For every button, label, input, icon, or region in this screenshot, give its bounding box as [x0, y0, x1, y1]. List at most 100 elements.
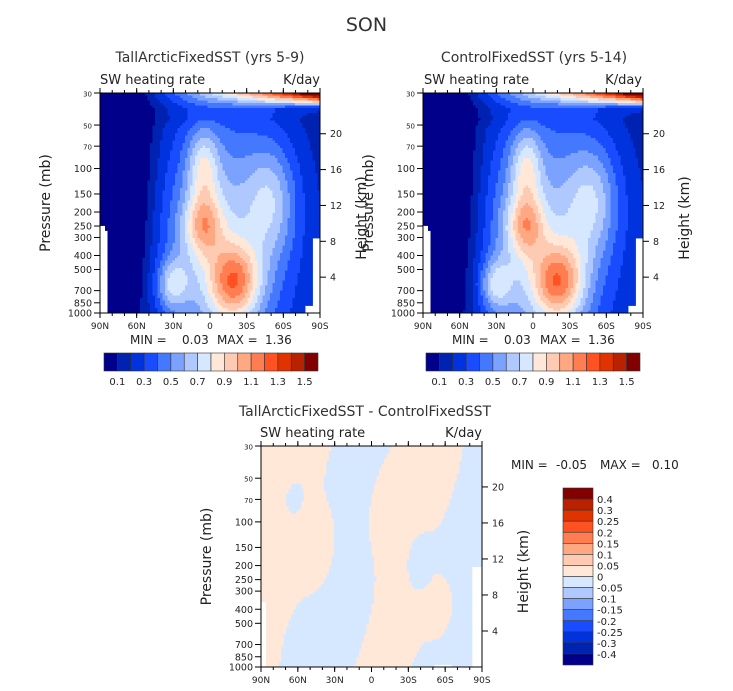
contour-cell	[125, 131, 128, 134]
contour-cell	[123, 133, 126, 136]
contour-cell	[193, 168, 196, 171]
contour-cell	[295, 131, 298, 134]
contour-cell	[268, 223, 271, 226]
contour-cell	[193, 123, 196, 126]
contour-cell	[130, 123, 133, 126]
contour-cell	[173, 188, 176, 191]
contour-cell	[178, 161, 181, 164]
contour-cell	[278, 171, 281, 174]
contour-cell	[125, 128, 128, 131]
contour-cell	[255, 198, 258, 201]
contour-cell	[185, 151, 188, 154]
contour-cell	[210, 163, 213, 166]
contour-cell	[203, 196, 206, 199]
contour-cell	[240, 171, 243, 174]
contour-cell	[265, 208, 268, 211]
contour-cell	[310, 143, 313, 146]
contour-cell	[268, 151, 271, 154]
contour-cell	[308, 108, 311, 111]
contour-cell	[215, 143, 218, 146]
contour-cell	[193, 141, 196, 144]
contour-cell	[140, 116, 143, 119]
contour-cell	[255, 226, 258, 229]
contour-cell	[180, 188, 183, 191]
contour-cell	[213, 136, 216, 139]
contour-cell	[238, 218, 241, 221]
contour-cell	[145, 216, 148, 219]
contour-cell	[265, 193, 268, 196]
contour-cell	[105, 201, 108, 204]
contour-cell	[145, 123, 148, 126]
contour-cell	[205, 126, 208, 129]
contour-cell	[293, 226, 296, 229]
contour-cell	[300, 216, 303, 219]
contour-cell	[273, 196, 276, 199]
contour-cell	[190, 133, 193, 136]
contour-cell	[148, 183, 151, 186]
contour-cell	[255, 231, 258, 234]
contour-cell	[113, 166, 116, 169]
contour-cell	[303, 126, 306, 129]
contour-cell	[135, 148, 138, 151]
contour-cell	[120, 198, 123, 201]
contour-cell	[228, 218, 231, 221]
contour-cell	[103, 178, 106, 181]
contour-cell	[135, 218, 138, 221]
contour-cell	[135, 116, 138, 119]
contour-cell	[258, 103, 261, 106]
contour-cell	[135, 128, 138, 131]
contour-cell	[118, 98, 121, 101]
contour-cell	[200, 166, 203, 169]
contour-cell	[108, 113, 111, 116]
contour-cell	[175, 183, 178, 186]
contour-cell	[195, 133, 198, 136]
contour-cell	[173, 171, 176, 174]
contour-cell	[243, 131, 246, 134]
contour-cell	[243, 173, 246, 176]
contour-cell	[210, 186, 213, 189]
contour-cell	[228, 208, 231, 211]
contour-cell	[215, 163, 218, 166]
contour-cell	[280, 118, 283, 121]
contour-cell	[218, 161, 221, 164]
contour-cell	[108, 121, 111, 124]
contour-cell	[260, 208, 263, 211]
contour-cell	[283, 183, 286, 186]
contour-cell	[173, 196, 176, 199]
contour-cell	[115, 146, 118, 149]
contour-cell	[238, 121, 241, 124]
contour-cell	[300, 96, 303, 99]
contour-cell	[110, 143, 113, 146]
contour-cell	[165, 206, 168, 209]
contour-cell	[115, 208, 118, 211]
contour-cell	[283, 166, 286, 169]
contour-cell	[293, 128, 296, 131]
contour-cell	[140, 118, 143, 121]
contour-cell	[113, 133, 116, 136]
contour-cell	[120, 176, 123, 179]
contour-cell	[133, 216, 136, 219]
contour-cell	[273, 148, 276, 151]
contour-cell	[165, 226, 168, 229]
contour-cell	[173, 228, 176, 231]
contour-cell	[215, 96, 218, 99]
contour-cell	[183, 218, 186, 221]
contour-cell	[125, 206, 128, 209]
contour-cell	[265, 156, 268, 159]
contour-cell	[203, 208, 206, 211]
contour-cell	[285, 151, 288, 154]
contour-cell	[173, 148, 176, 151]
contour-cell	[113, 196, 116, 199]
contour-cell	[143, 106, 146, 109]
contour-cell	[308, 211, 311, 214]
contour-cell	[213, 141, 216, 144]
contour-cell	[183, 206, 186, 209]
contour-cell	[253, 228, 256, 231]
contour-cell	[270, 218, 273, 221]
contour-cell	[263, 156, 266, 159]
contour-cell	[188, 231, 191, 234]
contour-cell	[205, 228, 208, 231]
contour-cell	[190, 211, 193, 214]
contour-cell	[298, 133, 301, 136]
contour-cell	[238, 143, 241, 146]
